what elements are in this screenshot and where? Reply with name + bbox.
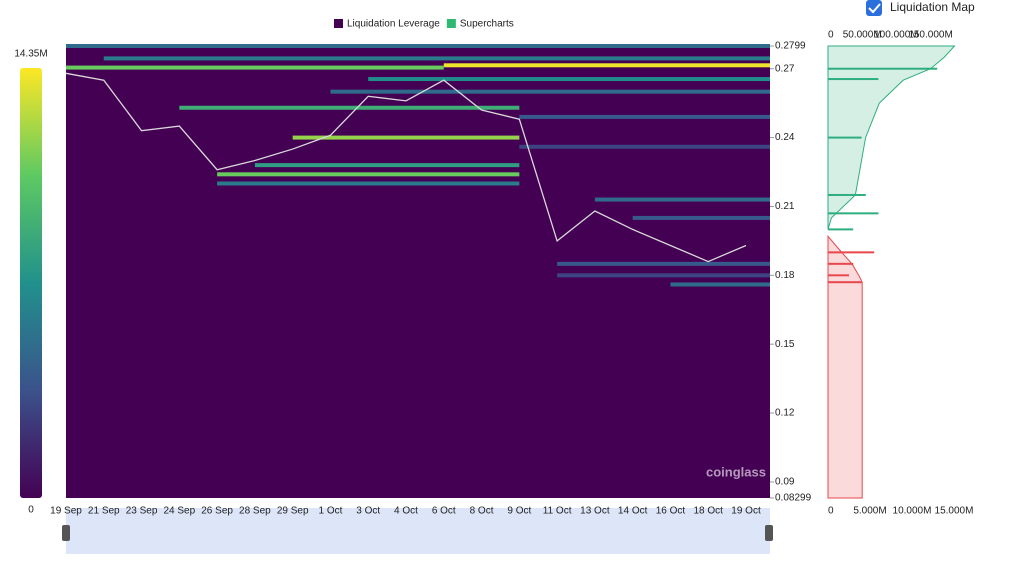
liquidation-level [557,273,770,278]
heatmap [66,44,771,287]
liquidation-bar [828,251,875,254]
y-tick-label: 0.12 [775,408,795,419]
liquidation-level [519,114,770,119]
liquidation-level [519,144,770,149]
x-tick-label: 11 Oct [543,506,572,517]
side-x2-tick-label: 150.000M [908,30,952,41]
x-tick-label: 1 Oct [318,506,342,517]
side-x2-tick-label: 100.000M [874,30,918,41]
liquidation-bar [828,262,854,265]
colorbar-label: 14.35M [14,49,47,60]
liquidation-level [594,197,770,202]
liquidation-bar [828,193,866,196]
navigator[interactable] [66,508,770,554]
checkbox[interactable] [866,0,882,16]
liquidation-bar [828,281,862,284]
side-x-tick-label: 10.000M [893,506,932,517]
liquidation-level [292,135,520,140]
side-x2-tick-label: 0 [828,30,834,41]
liquidation-level [632,215,770,220]
y-tick-label: 0.08299 [775,493,812,504]
y-tick-label: 0.27 [775,63,795,74]
liquidation-level [217,172,520,177]
side-x-tick-label: 0 [828,506,834,517]
x-tick-label: 13 Oct [580,506,610,517]
x-tick-label: 24 Sep [163,506,195,517]
y-tick-label: 0.21 [775,201,795,212]
x-tick-label: 28 Sep [239,506,271,517]
x-tick-label: 14 Oct [618,506,648,517]
x-tick-label: 29 Sep [277,506,309,517]
x-tick-label: 4 Oct [394,506,418,517]
liquidation-level [330,89,770,94]
x-tick-label: 6 Oct [432,506,456,517]
liquidation-level [103,56,771,61]
colorbar [20,68,42,498]
liquidation-bar [828,67,938,70]
liquidation-level [443,63,770,68]
liquidation-level [254,163,520,168]
liquidation-level [670,282,770,287]
x-tick-label: 19 Sep [50,506,82,517]
x-tick-label: 21 Sep [88,506,120,517]
x-tick-label: 3 Oct [356,506,380,517]
y-tick-label: 0.18 [775,270,795,281]
liquidation-level [179,105,520,110]
side-x-tick-label: 15.000M [935,506,974,517]
checkbox-tick [868,3,881,14]
liquidation-bar [828,212,879,215]
legend-swatch [334,19,343,28]
legend-label: Supercharts [460,19,514,30]
side-x2-tick-label: 50.000M [843,30,882,41]
heatmap-background [66,46,770,498]
liquidation-level [368,77,770,82]
navigator-handle[interactable] [62,525,70,541]
cumulative-area [827,45,956,230]
x-tick-label: 23 Sep [126,506,158,517]
y-tick-label: 0.09 [775,477,795,488]
watermark: coinglass [706,464,766,479]
liquidation-level [217,181,520,186]
checkbox-label[interactable]: Liquidation Map [890,0,975,14]
y-tick-label: 0.15 [775,339,795,350]
colorbar-label: 0 [28,505,34,516]
liquidation-level [66,65,444,70]
liquidation-level [66,44,770,48]
liquidation-level [557,261,770,266]
liquidation-bar [828,136,862,139]
liquidation-bar [828,228,854,231]
legend-label: Liquidation Leverage [347,19,440,30]
liquidation-bar [828,274,849,277]
x-tick-label: 26 Sep [201,506,233,517]
cumulative-area [827,234,863,499]
price-line [65,72,747,263]
navigator-handle[interactable] [765,525,773,541]
x-tick-label: 8 Oct [470,506,494,517]
y-tick-label: 0.24 [775,132,795,143]
legend-swatch [446,19,456,28]
y-tick-label: 0.2799 [775,41,806,52]
side-x-tick-label: 5.000M [853,506,886,517]
x-tick-label: 19 Oct [731,506,761,517]
x-tick-label: 9 Oct [507,506,531,517]
x-tick-label: 18 Oct [693,506,723,517]
x-tick-label: 16 Oct [656,506,686,517]
liquidation-bar [828,78,879,81]
